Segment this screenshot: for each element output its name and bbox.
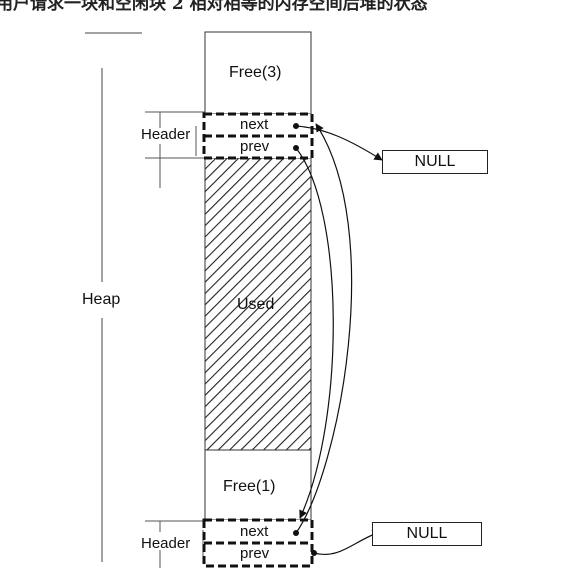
bottom-prev-to-null-arrow [313,530,381,555]
bottom-next-to-top-header-arrow [295,123,353,534]
top-next-to-null-arrow [295,125,383,161]
caption-text: 用户请求一块和空闲块 2 相对相等的内存空间后堆的状态 [0,0,428,14]
top-header-next-label: next [240,116,269,133]
free-block-1 [204,449,312,521]
free-block-1-label: Free(1) [223,478,276,495]
top-prev-to-bottom-next-arrow [295,147,334,519]
bottom-header-next-label: next [240,523,269,540]
free-block-3-label: Free(3) [229,64,282,81]
top-header-label: Header [141,126,191,143]
free-block-3 [204,31,312,115]
bottom-header-label: Header [141,535,191,552]
top-header-prev-label: prev [240,138,270,155]
heap-label: Heap [82,291,121,308]
bottom-header-prev-label: prev [240,545,270,562]
caption: 用户请求一块和空闲块 2 相对相等的内存空间后堆的状态 [0,0,587,26]
null-box-top: NULL [382,150,488,174]
used-block-label: Used [237,296,275,313]
null-box-bottom: NULL [372,522,482,546]
